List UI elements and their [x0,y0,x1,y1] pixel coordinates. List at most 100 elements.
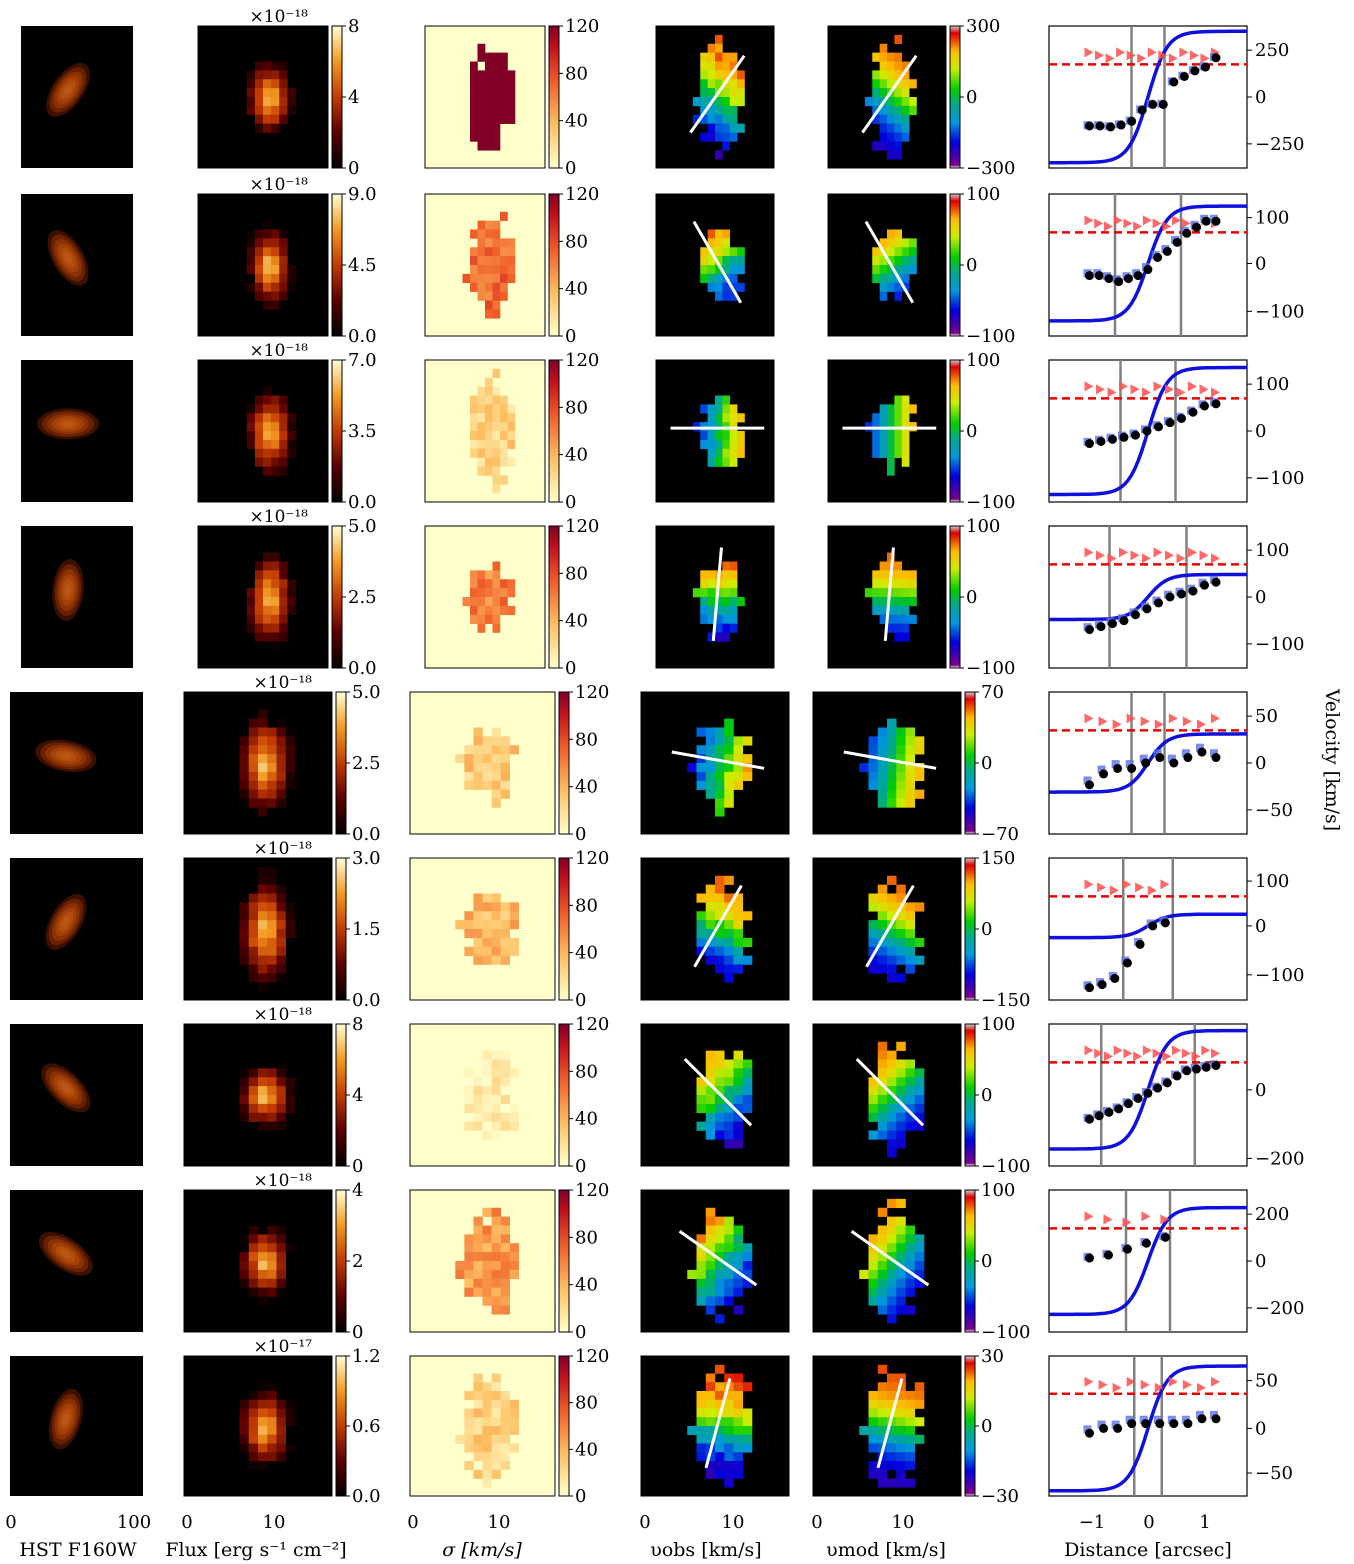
velocity-colorbar-tick-label: 70 [981,682,1004,703]
vobs-pixel [724,1452,734,1462]
flux-pixel [258,1434,268,1444]
sigma-colorbar-tick-label: 0 [575,1486,586,1507]
sigma-pixel [485,105,493,116]
sigma-pixel [492,114,501,124]
vobs-pixel [705,1269,716,1280]
hst-galaxy-light [49,67,87,113]
vmod-pixel [887,466,895,476]
vmod-pixel [887,1391,897,1401]
sigma-pixel [492,291,501,301]
vmod-pixel [905,1261,916,1271]
vmod-pixel [905,1252,916,1262]
sigma-pixel [470,70,478,80]
vobs-pixel [729,97,738,107]
vobs-pixel [715,256,723,266]
vmod-pixel [887,875,897,885]
sigma-pixel [500,1408,510,1418]
vobs-pixel [733,1452,744,1462]
velocity-colorbar-tick-label: 100 [981,1014,1015,1035]
flux-pixel [271,561,280,571]
sigma-pixel [470,588,478,598]
flux-pixel [285,929,296,939]
vobs-pixel [705,1059,716,1069]
observed-velocity-point [1119,616,1129,626]
vmod-pixel [887,902,897,912]
vobs-pixel [729,265,738,275]
vmod-pixel [901,404,910,414]
galaxy-stellar-mass: log(M★/M☉)=9.39 [13,985,118,998]
flux-pixel [258,1443,268,1453]
vmod-pixel [914,937,925,948]
vobs-pixel [692,588,701,598]
vobs-map-892 [655,193,775,337]
sigma-pixel [464,763,474,773]
flux-pixel [276,763,287,773]
flux-pixel [239,1234,250,1244]
sigma-pixel [492,282,501,292]
vmod-pixel [914,1095,925,1105]
sigma-pixel [491,1059,501,1069]
sigma-pixel [470,114,478,124]
flux-pixel [285,745,296,755]
vmod-pixel [896,745,906,755]
flux-pixel [254,623,264,633]
sigma-pixel [492,229,501,239]
flux-pixel [276,902,287,912]
vobs-pixel [696,1086,707,1096]
vobs-pixel [707,448,716,458]
flux-colorbar-tick-label: 5.0 [352,682,381,703]
sigma-colorbar-tick-label: 0 [575,990,586,1011]
sigma-pixel [485,229,493,239]
vmod-pixel [872,588,880,598]
vobs-pixel [729,88,738,98]
observed-velocity-point [1183,1419,1193,1429]
observed-velocity-point [1135,939,1145,949]
sigma-pixel [500,1417,510,1427]
observed-velocity-point [1158,99,1168,109]
sigma-colorbar-tick-label: 120 [575,682,609,703]
flux-pixel [248,937,259,948]
vmod-pixel [872,273,880,284]
sigma-pixel [491,1112,501,1122]
velocity-colorbar-bar [964,1189,976,1333]
vobs-pixel [724,1068,734,1078]
vmod-pixel [896,1243,906,1253]
galaxy-id: 1773 [24,538,70,559]
flux-pixel [276,1426,287,1436]
vmod-pixel [887,798,897,808]
dispersion-marker [1126,1376,1136,1387]
dispersion-marker [1141,1211,1151,1222]
vobs-pixel [724,1112,734,1122]
vobs-pixel [722,448,731,458]
sigma-pixel [470,431,478,441]
velocity-colorbar-tick-label: 30 [981,1346,1004,1367]
flux-pixel [267,1243,277,1253]
sigma-pixel [485,431,493,441]
sigma-pixel [477,247,486,257]
vobs-pixel [715,937,725,948]
vobs-pixel [715,884,725,894]
vmod-pixel [914,1068,925,1078]
flux-pixel [287,431,296,441]
rotation-curve-y-tick-label: 0 [1255,87,1266,108]
vmod-pixel [877,1478,888,1488]
vmod-pixel [896,780,906,790]
dispersion-marker [1084,547,1094,558]
vmod-pixel [877,1399,888,1409]
flux-pixel [276,727,287,737]
sigma-pixel [482,1296,492,1306]
flux-pixel [248,1068,259,1078]
flux-pixel [285,1278,296,1288]
sigma-pixel [473,1373,483,1383]
sigma-pixel [500,763,510,773]
sigma-pixel [500,439,508,450]
hst-galaxy-light [41,1063,91,1113]
vobs-pixel [700,614,708,624]
observed-velocity-point [1104,1107,1114,1117]
flux-pixel [248,1234,259,1244]
dispersion-marker [1162,1051,1172,1062]
vmod-pixel [872,114,880,124]
dispersion-marker [1172,1045,1182,1056]
vobs-pixel [742,763,753,773]
flux-pixel [239,1112,250,1122]
